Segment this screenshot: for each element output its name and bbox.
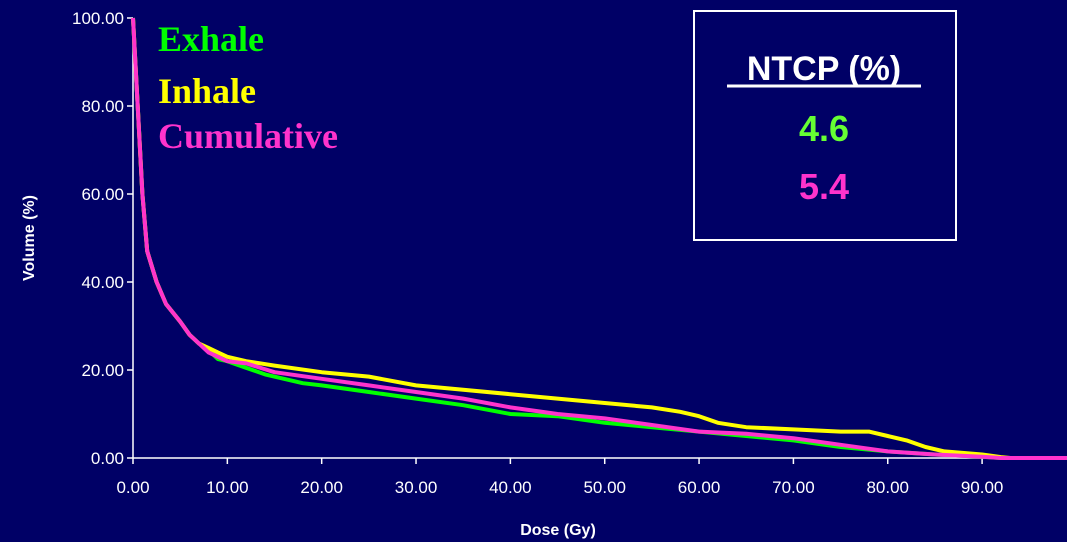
ntcp-value-exhale: 4.6 (799, 108, 849, 149)
x-tick-label: 80.00 (866, 478, 909, 497)
y-axis-title: Volume (%) (21, 195, 38, 281)
x-tick-label: 90.00 (961, 478, 1004, 497)
series-lines (131, 17, 1067, 460)
x-tick-label: 0.00 (116, 478, 149, 497)
legend: Exhale Inhale Cumulative (158, 19, 338, 156)
ntcp-box: NTCP (%) 4.6 5.4 (693, 10, 957, 241)
ntcp-value-cumulative: 5.4 (799, 166, 849, 207)
y-tick-label: 40.00 (81, 273, 124, 292)
legend-item-exhale: Exhale (158, 19, 264, 59)
ntcp-box-frame (693, 10, 957, 241)
y-tick-label: 80.00 (81, 97, 124, 116)
y-ticks: 0.00 20.00 40.00 60.00 80.00 100.00 (72, 9, 133, 468)
x-ticks: 0.00 10.00 20.00 30.00 40.00 50.00 60.00 70.00 8… (116, 458, 1003, 497)
x-tick-label: 40.00 (489, 478, 532, 497)
x-tick-label: 70.00 (772, 478, 815, 497)
ntcp-title: NTCP (%) (747, 50, 901, 88)
y-tick-label: 100.00 (72, 9, 124, 28)
y-tick-label: 60.00 (81, 185, 124, 204)
legend-item-inhale: Inhale (158, 71, 256, 111)
y-tick-label: 20.00 (81, 361, 124, 380)
x-tick-label: 30.00 (395, 478, 438, 497)
x-tick-label: 20.00 (300, 478, 343, 497)
series-line-cumulative (131, 17, 1067, 460)
y-tick-label: 0.00 (91, 449, 124, 468)
legend-item-cumulative: Cumulative (158, 116, 338, 156)
x-tick-label: 60.00 (678, 478, 721, 497)
x-tick-label: 10.00 (206, 478, 249, 497)
x-axis-title: Dose (Gy) (520, 522, 596, 539)
x-tick-label: 50.00 (583, 478, 626, 497)
